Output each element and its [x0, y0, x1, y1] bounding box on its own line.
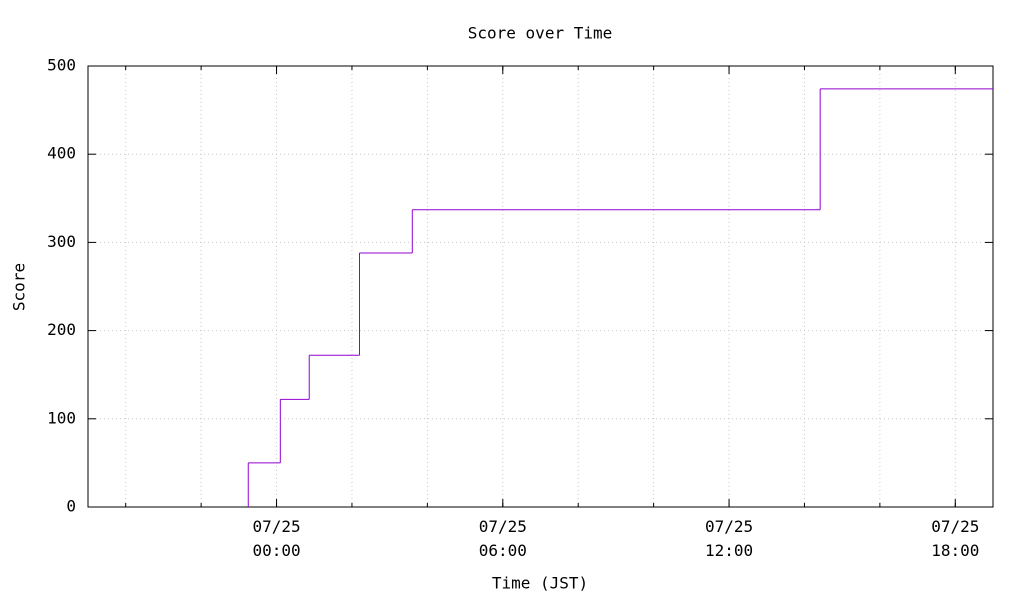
x-tick-label: 07/25 00:00	[252, 517, 300, 560]
y-axis-label: Score	[10, 263, 29, 311]
x-tick-label: 07/25 18:00	[931, 517, 979, 560]
plot-border	[87, 65, 994, 508]
x-axis-label: Time (JST)	[492, 574, 588, 593]
y-tick-label: 200	[47, 320, 76, 339]
y-tick-label: 300	[47, 232, 76, 251]
y-tick-label: 0	[66, 497, 76, 516]
chart-title: Score over Time	[468, 24, 613, 43]
y-tick-label: 100	[47, 408, 76, 427]
y-tick-label: 400	[47, 144, 76, 163]
y-tick-label: 500	[47, 56, 76, 75]
x-tick-label: 07/25 06:00	[479, 517, 527, 560]
x-tick-label: 07/25 12:00	[705, 517, 753, 560]
